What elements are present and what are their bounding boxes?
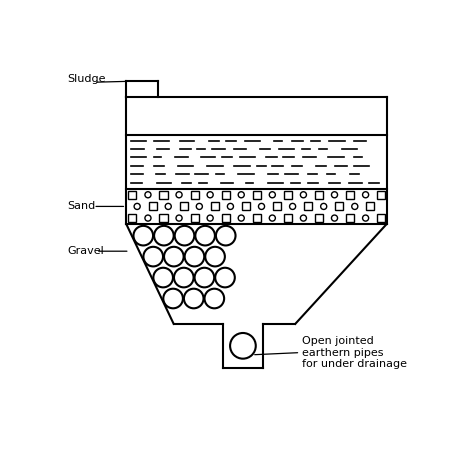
Bar (211, 202, 219, 210)
Bar (253, 214, 261, 222)
Bar (346, 191, 354, 199)
Text: Gravel: Gravel (67, 246, 104, 256)
Text: Sand: Sand (67, 201, 95, 211)
Bar (284, 191, 292, 199)
Bar (273, 202, 281, 210)
Bar (222, 214, 230, 222)
Bar (377, 214, 385, 222)
Bar (315, 214, 323, 222)
Bar (253, 191, 261, 199)
Text: Open jointed
earthern pipes
for under drainage: Open jointed earthern pipes for under dr… (302, 336, 407, 369)
Bar (335, 202, 343, 210)
Bar (366, 202, 374, 210)
Bar (191, 191, 199, 199)
Bar (304, 202, 312, 210)
Bar (159, 214, 168, 222)
Bar (180, 202, 188, 210)
Bar (377, 191, 385, 199)
Bar (242, 202, 250, 210)
Bar (128, 214, 137, 222)
Text: Sludge: Sludge (67, 74, 106, 84)
Bar (284, 214, 292, 222)
Bar (346, 214, 354, 222)
Bar (128, 191, 137, 199)
Bar (315, 191, 323, 199)
Bar (191, 214, 199, 222)
Bar (222, 191, 230, 199)
Bar (159, 191, 168, 199)
Bar (149, 202, 157, 210)
